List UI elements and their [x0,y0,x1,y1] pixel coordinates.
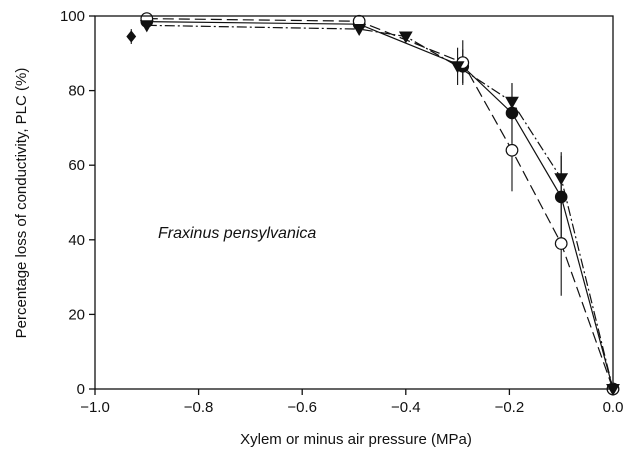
series-4-point [126,30,137,43]
plot-frame [94,15,614,390]
y-tick-label: 60 [68,157,85,174]
x-axis-title: Xylem or minus air pressure (MPa) [240,431,472,448]
series-2-point [554,237,568,250]
series-1-point [554,190,568,204]
axes-layer: −1.0 −0.8 −0.6 −0.4 −0.2 0.0 0 20 40 60 80 100 [60,8,623,416]
series-1-point [505,106,519,120]
x-tick-label: −0.4 [391,399,421,416]
y-tick-label: 20 [68,306,85,323]
species-annotation: Fraxinus pensylvanica [158,225,316,242]
y-tick-label: 80 [68,83,85,100]
series-3-point [139,20,154,33]
series-2-point [505,143,519,157]
x-tick-label: −0.8 [184,399,214,416]
y-tick-label: 0 [77,381,85,398]
y-axis-title: Percentage loss of conductivity, PLC (%) [13,68,30,339]
x-tick-label: −0.6 [287,399,317,416]
series-1-line [146,20,614,390]
x-tick-label: 0.0 [603,399,624,416]
series-3-point [554,173,569,186]
series-3-point [505,96,519,109]
series-3-point [352,24,367,37]
series-3-point [398,31,413,44]
series-2-line [146,18,614,390]
series-layer [126,12,620,397]
y-tick-label: 100 [60,8,85,25]
x-tick-label: −0.2 [495,399,525,416]
series-3-line [146,24,614,390]
x-tick-label: −1.0 [80,399,110,416]
y-tick-label: 40 [68,232,85,249]
series-3-point [450,61,465,74]
